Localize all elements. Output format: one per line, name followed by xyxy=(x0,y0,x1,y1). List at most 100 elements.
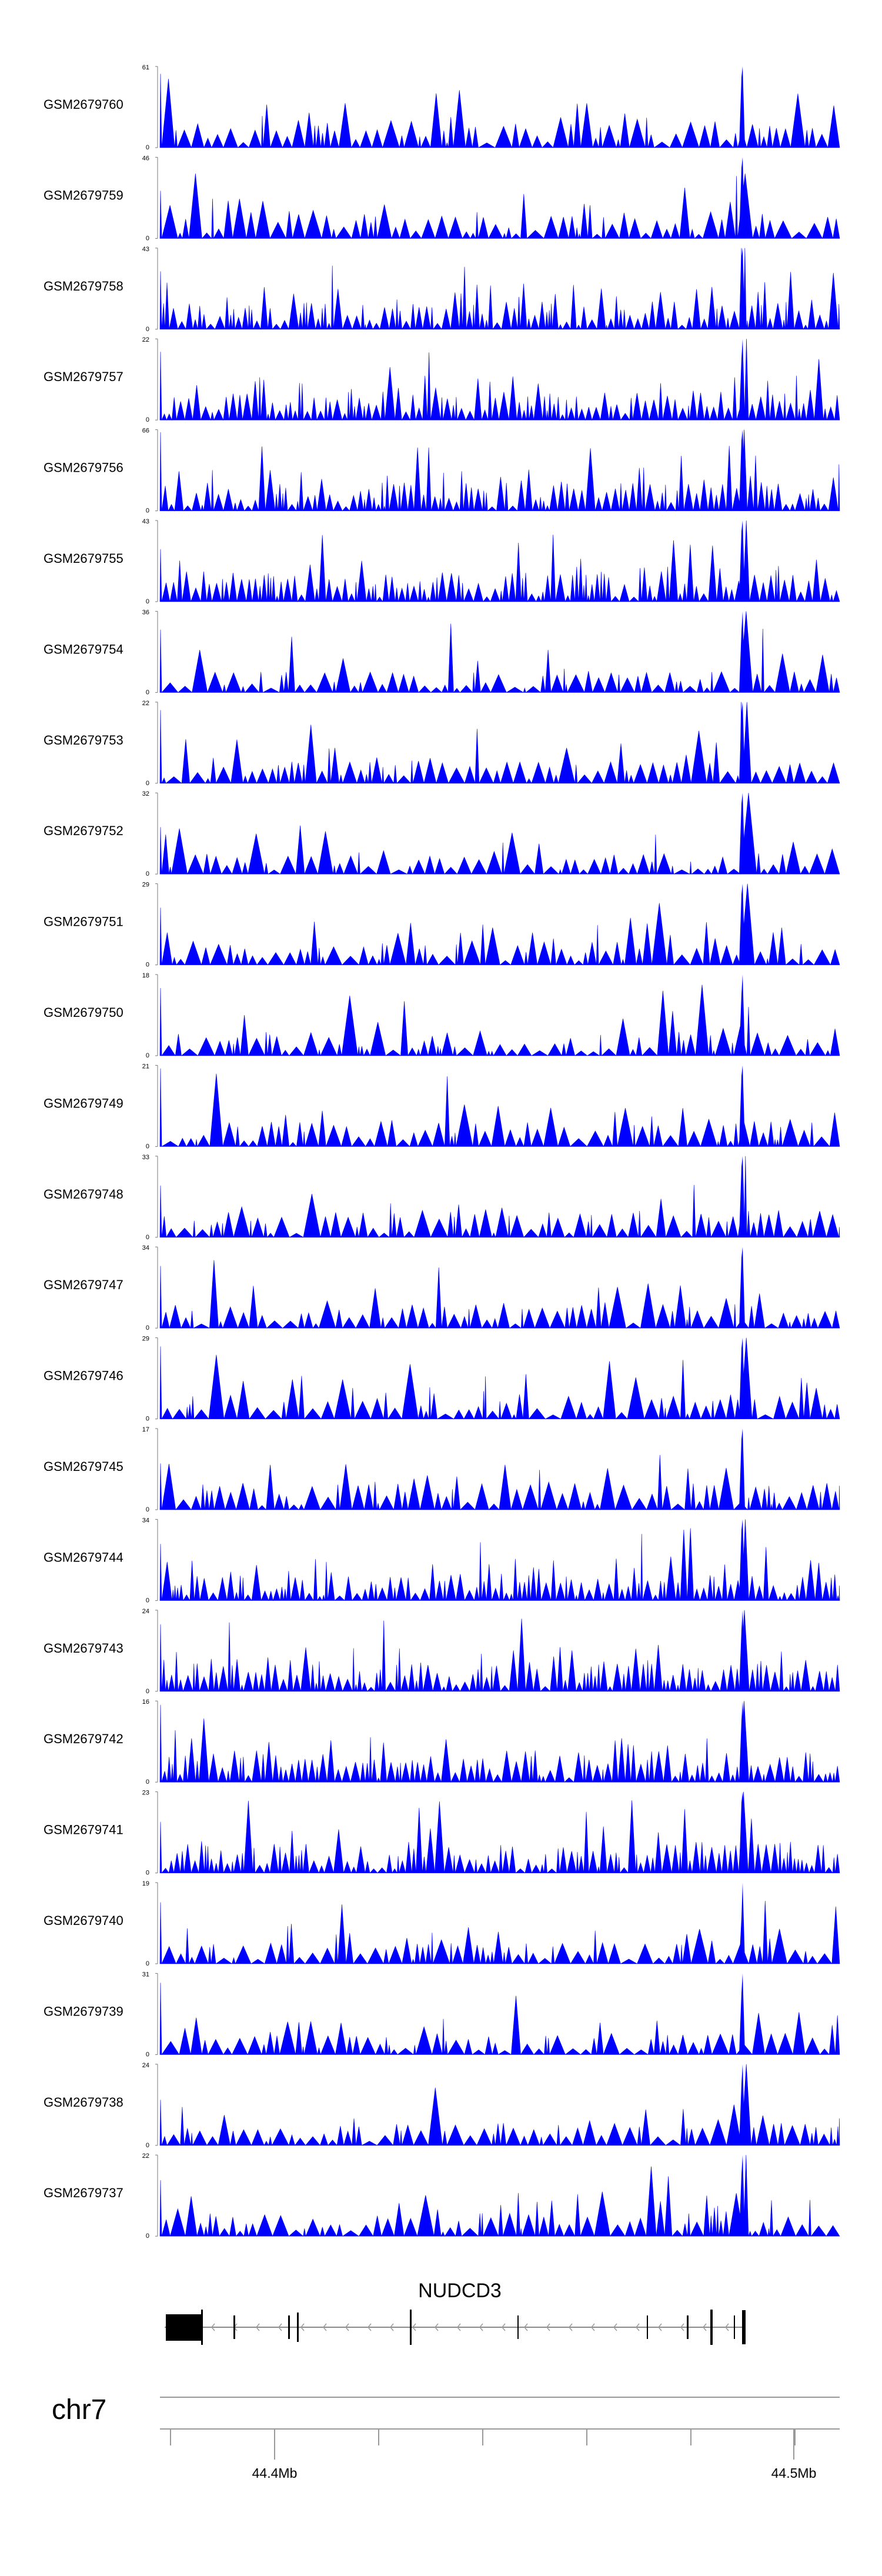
track-ymin-label: 0 xyxy=(146,1960,149,1967)
track-ymax-label: 43 xyxy=(142,518,149,525)
coverage-peak xyxy=(739,1973,745,2055)
coverage-area xyxy=(159,702,840,784)
coverage-area xyxy=(159,2155,840,2237)
track-label: GSM2679750 xyxy=(44,1005,123,1020)
track-GSM2679756: GSM2679756 66 0 xyxy=(44,428,840,515)
x-tick-label-44-4: 44.4Mb xyxy=(252,2465,298,2481)
coverage-area xyxy=(159,1260,840,1329)
strand-arrows xyxy=(211,2323,729,2331)
track-label: GSM2679749 xyxy=(44,1096,123,1110)
strand-chevron xyxy=(278,2323,282,2331)
track-GSM2679758: GSM2679758 43 0 xyxy=(44,246,840,333)
coverage-peak xyxy=(739,1519,745,1601)
coverage-peak xyxy=(739,1065,745,1147)
coverage-peak xyxy=(739,248,745,329)
track-label: GSM2679742 xyxy=(44,1731,123,1746)
coverage-peak xyxy=(739,1791,745,1873)
coverage-area xyxy=(159,985,840,1057)
track-label: GSM2679745 xyxy=(44,1459,123,1474)
coverage-peak xyxy=(739,2155,745,2237)
coverage-area xyxy=(159,248,840,330)
gene-model: NUDCD3 xyxy=(165,2280,746,2345)
track-ymax-label: 19 xyxy=(142,1880,149,1887)
track-GSM2679755: GSM2679755 43 0 xyxy=(44,518,840,605)
gene-exon xyxy=(647,2315,648,2339)
strand-chevron xyxy=(390,2323,394,2331)
track-ymin-label: 0 xyxy=(146,1778,149,1786)
chromosome-label: chr7 xyxy=(52,2394,106,2425)
track-GSM2679748: GSM2679748 33 0 xyxy=(44,1154,840,1241)
coverage-area xyxy=(159,1337,840,1420)
track-ymin-label: 0 xyxy=(146,508,149,515)
track-label: GSM2679744 xyxy=(44,1550,123,1564)
strand-chevron xyxy=(211,2323,215,2331)
track-ymax-label: 31 xyxy=(142,1971,149,1978)
track-ymax-label: 21 xyxy=(142,1063,149,1070)
track-GSM2679744: GSM2679744 34 0 xyxy=(44,1517,840,1604)
genomic-axis: chr7 44.4Mb 44.5Mb xyxy=(52,2394,840,2481)
coverage-peak xyxy=(739,339,745,421)
strand-chevron xyxy=(569,2323,573,2331)
strand-chevron xyxy=(345,2323,349,2331)
coverage-peak xyxy=(739,883,745,965)
track-ymax-label: 18 xyxy=(142,972,149,979)
track-label: GSM2679746 xyxy=(44,1369,123,1383)
coverage-area xyxy=(159,1519,840,1601)
track-ymin-label: 0 xyxy=(146,2142,149,2149)
coverage-peak xyxy=(739,1701,745,1783)
track-ymax-label: 34 xyxy=(142,1517,149,1524)
track-ymin-label: 0 xyxy=(146,2233,149,2240)
track-ymax-label: 22 xyxy=(142,336,149,343)
track-GSM2679737: GSM2679737 22 0 xyxy=(44,2153,840,2240)
coverage-area xyxy=(159,173,840,239)
strand-chevron xyxy=(524,2323,528,2331)
strand-chevron xyxy=(546,2323,550,2331)
track-ymax-label: 61 xyxy=(142,64,149,71)
coverage-peak xyxy=(739,975,745,1056)
gene-exon xyxy=(710,2310,713,2345)
strand-chevron xyxy=(256,2323,260,2331)
track-label: GSM2679738 xyxy=(44,2095,123,2110)
strand-chevron xyxy=(457,2323,461,2331)
coverage-peak xyxy=(739,2064,745,2145)
coverage-peak xyxy=(739,1610,745,1691)
strand-chevron xyxy=(591,2323,595,2331)
track-ymax-label: 22 xyxy=(142,700,149,707)
coverage-area xyxy=(159,74,840,149)
coverage-area xyxy=(159,339,840,421)
track-ymax-label: 17 xyxy=(142,1426,149,1433)
gene-exon xyxy=(734,2315,735,2339)
gene-exon xyxy=(233,2315,235,2339)
track-label: GSM2679758 xyxy=(44,279,123,293)
track-label: GSM2679737 xyxy=(44,2185,123,2200)
coverage-area xyxy=(159,883,840,966)
track-ymin-label: 0 xyxy=(146,780,149,787)
track-ymin-label: 0 xyxy=(146,1870,149,1877)
track-ymin-label: 0 xyxy=(146,416,149,423)
coverage-area xyxy=(159,1454,840,1511)
track-GSM2679752: GSM2679752 32 0 xyxy=(44,790,840,877)
coverage-area xyxy=(159,1701,840,1783)
track-ymax-label: 36 xyxy=(142,609,149,616)
strand-chevron xyxy=(300,2323,305,2331)
strand-chevron xyxy=(479,2323,483,2331)
track-label: GSM2679747 xyxy=(44,1277,123,1292)
track-label: GSM2679743 xyxy=(44,1641,123,1656)
coverage-area xyxy=(159,1068,840,1147)
track-GSM2679738: GSM2679738 24 0 xyxy=(44,2062,840,2149)
coverage-peak xyxy=(739,1247,745,1329)
gene-exon xyxy=(201,2310,203,2345)
track-ymin-label: 0 xyxy=(146,2051,149,2058)
track-ymin-label: 0 xyxy=(146,1143,149,1150)
coverage-area xyxy=(159,1791,840,1874)
coverage-area xyxy=(159,1983,840,2056)
axis-ticks xyxy=(170,2429,796,2460)
track-ymin-label: 0 xyxy=(146,1416,149,1423)
coverage-peak xyxy=(739,1883,745,1964)
strand-chevron xyxy=(636,2323,640,2331)
track-label: GSM2679748 xyxy=(44,1187,123,1202)
coverage-peak xyxy=(739,66,745,148)
coverage-area xyxy=(159,1900,840,1965)
coverage-tracks: GSM2679760610GSM2679759460GSM2679758430G… xyxy=(44,64,840,2240)
track-ymax-label: 43 xyxy=(142,246,149,253)
